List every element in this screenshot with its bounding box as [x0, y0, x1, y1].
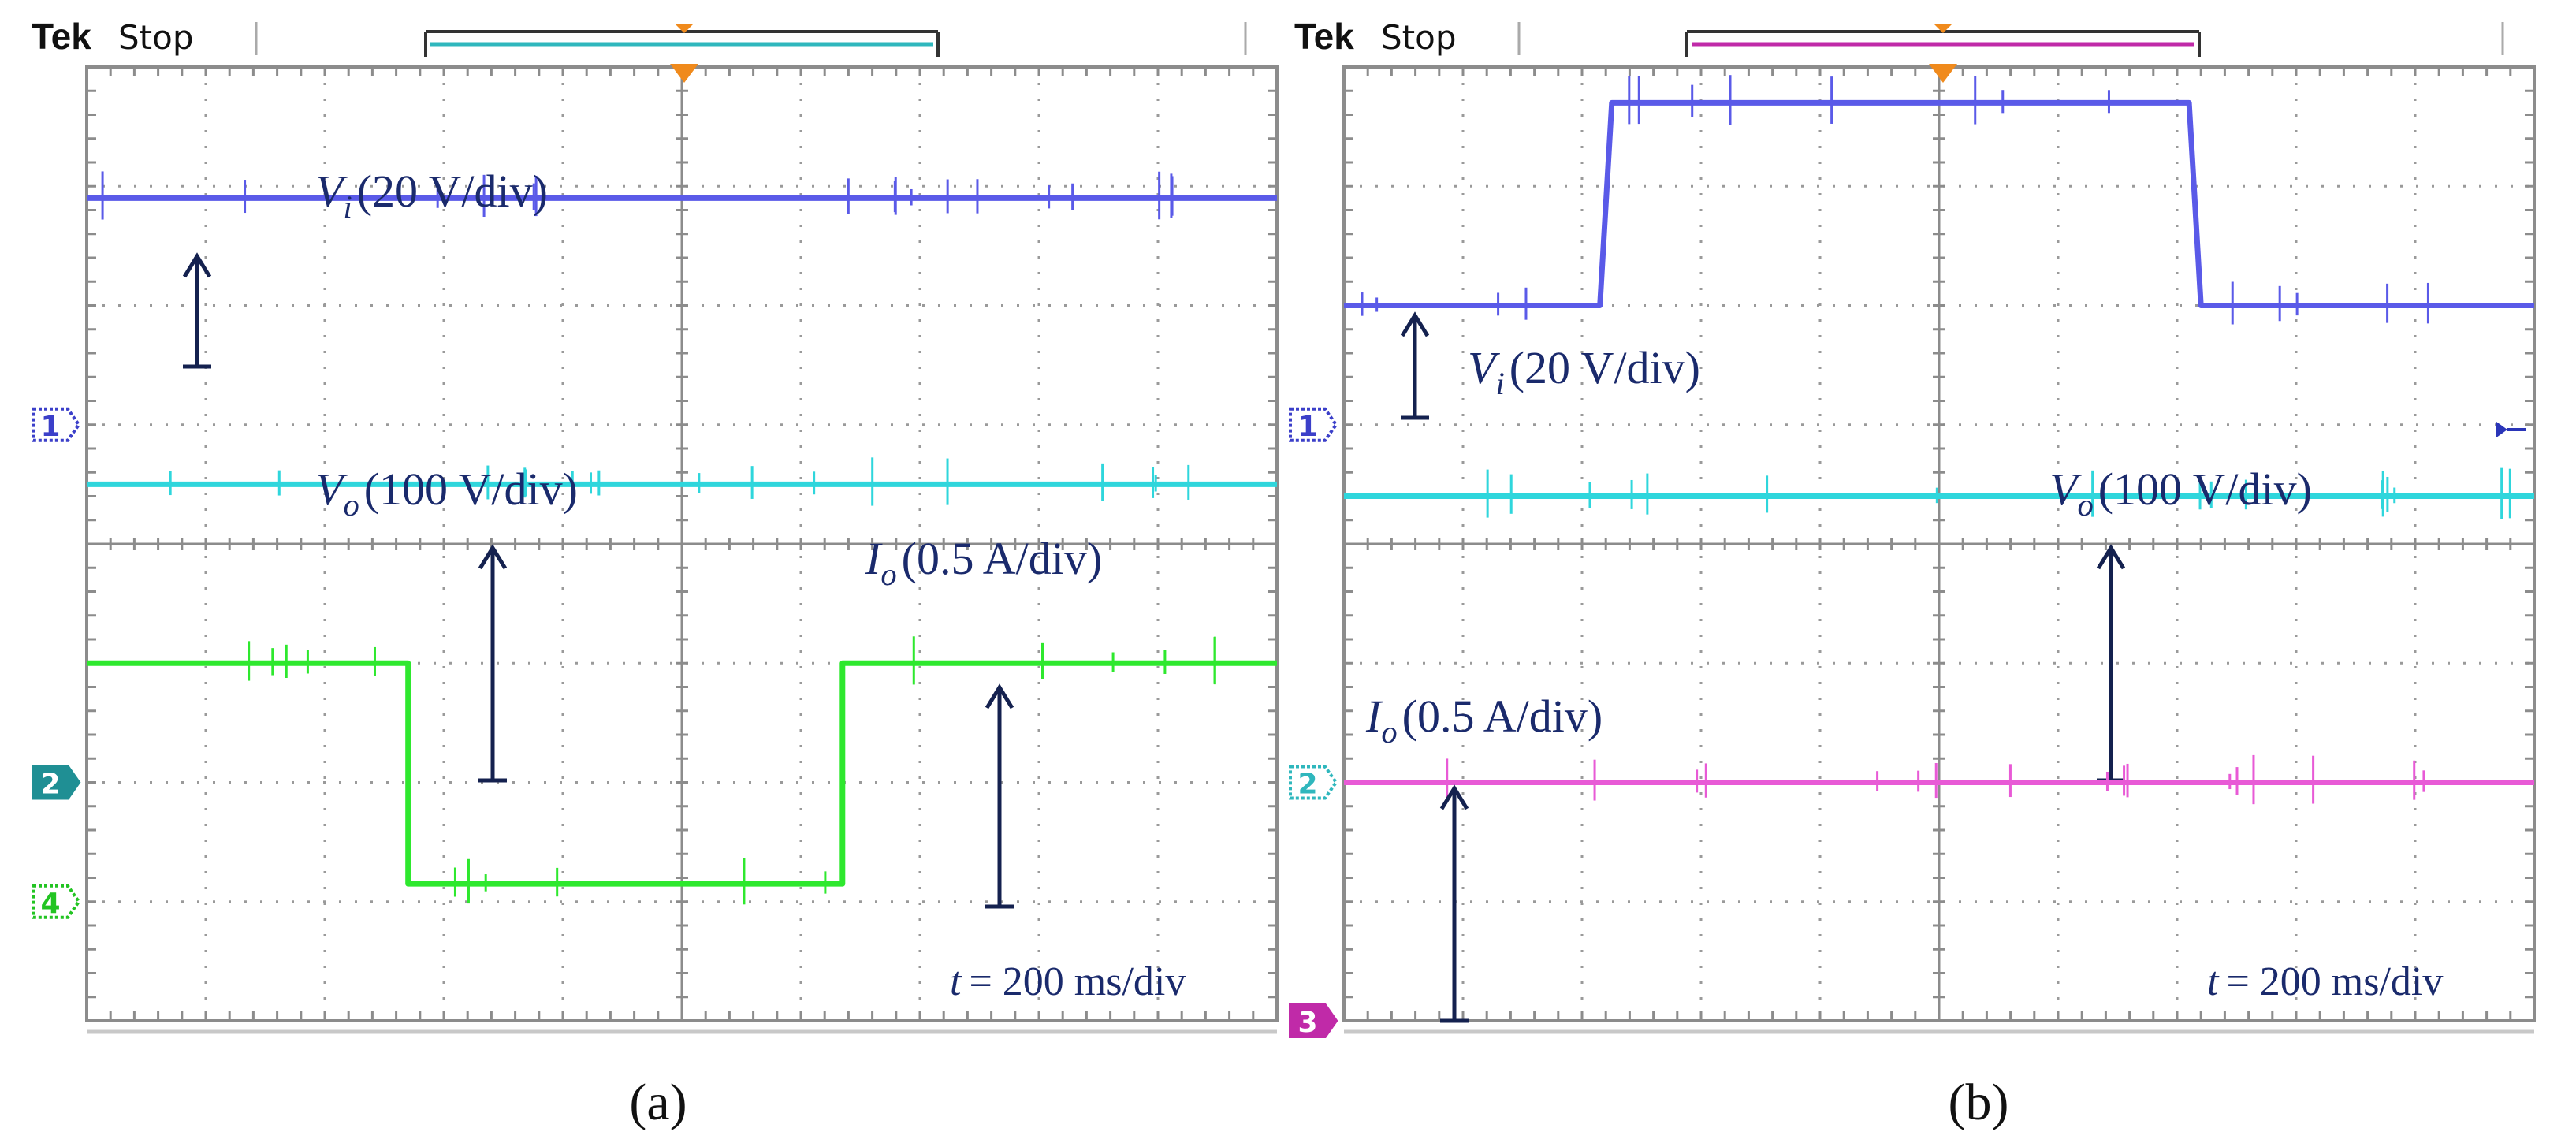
trace-label: Io (0.5 A/div) — [1365, 691, 1603, 750]
header-brand: Tek — [1294, 16, 1354, 57]
timebase-value: = 200 ms/div — [969, 959, 1186, 1004]
arrow-head-icon — [1400, 311, 1430, 337]
channel-marker-2: 2 — [1289, 765, 1338, 801]
channel-marker-shape — [1289, 407, 1338, 442]
trigger-pointer-icon — [1929, 64, 1957, 83]
channel-marker-3: 3 — [1289, 1003, 1338, 1039]
channel-marker-id: 2 — [1297, 769, 1317, 801]
reference-marker-icon — [2496, 422, 2507, 437]
trace-2 — [87, 457, 1277, 506]
channel-marker-1: 1 — [32, 407, 81, 443]
timebase-label: t = 200 ms/div — [950, 959, 1186, 1004]
timebase-symbol: t — [2207, 959, 2220, 1004]
trace-label-scale: (0.5 A/div) — [1402, 691, 1603, 742]
panel-caption: (a) — [629, 1074, 687, 1131]
channel-marker-shape — [32, 884, 81, 919]
trace-label-symbol: V — [315, 464, 348, 515]
trace-label-subscript: i — [343, 189, 352, 225]
channel-marker-1: 1 — [1289, 407, 1338, 443]
channel-marker-id: 4 — [40, 888, 60, 920]
arrow-head-icon — [1439, 784, 1469, 810]
trace-label-symbol: V — [315, 166, 348, 217]
trace-label-subscript: o — [2077, 487, 2093, 523]
channel-marker-2: 2 — [32, 765, 81, 801]
trace-2 — [1344, 467, 2534, 519]
trace-label-symbol: V — [1468, 342, 1501, 393]
arrow-head-icon — [2096, 544, 2126, 570]
panel-caption: (b) — [1949, 1074, 2009, 1131]
header-status: Stop — [1381, 18, 1456, 57]
trace-1 — [87, 171, 1277, 220]
arrow-head-icon — [182, 252, 212, 278]
channel-marker-4: 4 — [32, 884, 81, 920]
channel-marker-id: 1 — [1297, 411, 1317, 443]
trigger-position-icon — [1934, 24, 1952, 33]
channel-marker-id: 3 — [1297, 1007, 1317, 1039]
trace-label-scale: (0.5 A/div) — [902, 533, 1103, 584]
channel-marker-id: 2 — [40, 769, 60, 801]
trace-label-scale: (100 V/div) — [364, 464, 578, 515]
trace-line — [1344, 99, 2534, 308]
trace-label: Vo (100 V/div) — [2049, 464, 2312, 523]
trace-label: Vi (20 V/div) — [1468, 342, 1700, 401]
trace-label: Io (0.5 A/div) — [865, 533, 1102, 592]
timebase-label: t = 200 ms/div — [2207, 959, 2443, 1004]
record-bracket — [424, 30, 940, 57]
trace-label: Vo (100 V/div) — [315, 464, 578, 523]
trace-3 — [1344, 754, 2534, 805]
header-brand: Tek — [32, 16, 91, 57]
trace-label-subscript: o — [343, 487, 359, 523]
trace-label-scale: (100 V/div) — [2098, 464, 2312, 515]
channel-marker-id: 1 — [40, 411, 60, 443]
arrow-head-icon — [985, 683, 1014, 709]
trigger-position-icon — [675, 24, 694, 33]
channel-marker-shape — [32, 765, 81, 800]
channel-marker-shape — [1289, 765, 1338, 800]
header-status: Stop — [118, 18, 193, 57]
arrow-head-icon — [478, 544, 508, 570]
trace-label-symbol: I — [865, 533, 883, 584]
trace-label-subscript: o — [1381, 714, 1397, 750]
trace-label: Vi (20 V/div) — [315, 166, 548, 225]
timebase-symbol: t — [950, 959, 962, 1004]
trace-label-symbol: I — [1365, 691, 1383, 742]
channel-marker-shape — [32, 407, 81, 442]
trace-label-symbol: V — [2049, 464, 2083, 515]
trace-label-subscript: o — [880, 557, 896, 592]
trace-label-subscript: i — [1495, 366, 1504, 401]
channel-marker-shape — [1289, 1003, 1338, 1038]
timebase-value: = 200 ms/div — [2226, 959, 2443, 1004]
trace-label-scale: (20 V/div) — [1509, 342, 1700, 393]
trace-3 — [87, 636, 1277, 905]
trigger-pointer-icon — [670, 64, 698, 83]
trace-1 — [1344, 75, 2534, 325]
trace-label-scale: (20 V/div) — [357, 166, 548, 217]
